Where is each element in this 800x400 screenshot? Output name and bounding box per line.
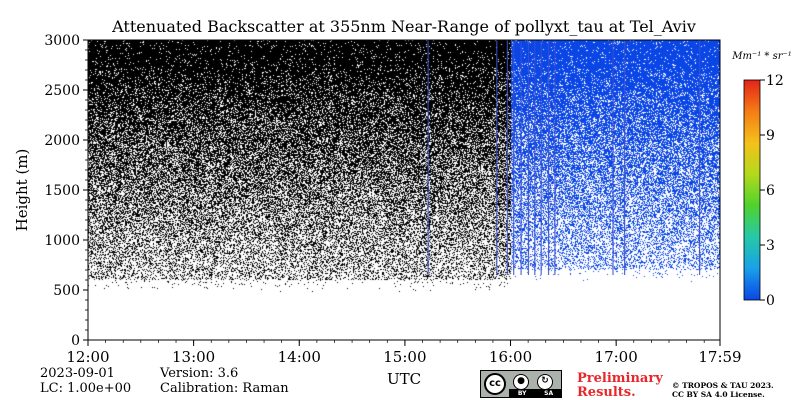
copyright-line1: © TROPOS & TAU 2023. (672, 381, 774, 390)
heatmap-image (88, 40, 720, 340)
sa-label: SA (544, 389, 554, 397)
y-tick-label: 500 (53, 283, 80, 299)
y-axis-label: Height (m) (13, 149, 31, 232)
cc-strip: BY SA (509, 389, 562, 397)
colorbar-tick-label: 12 (766, 73, 784, 89)
colorbar-tick-label: 6 (766, 183, 775, 199)
colorbar-tick-label: 3 (766, 238, 775, 254)
x-tick-label: 15:00 (383, 348, 426, 366)
by-label: BY (517, 389, 527, 397)
y-tick-label: 2500 (44, 83, 80, 99)
y-axis: 0 500 1000 1500 2000 2500 3000 (44, 33, 88, 349)
copyright-line2: CC BY SA 4.0 License. (672, 390, 765, 399)
chart-title: Attenuated Backscatter at 355nm Near-Ran… (111, 17, 696, 36)
x-tick-label: 13:00 (172, 348, 215, 366)
x-tick-label: 17:59 (698, 348, 741, 366)
footer-lc: LC: 1.00e+00 (40, 381, 131, 396)
y-tick-label: 2000 (44, 133, 80, 149)
x-tick-label: 16:00 (489, 348, 532, 366)
y-tick-label: 3000 (44, 33, 80, 49)
streak-layer (427, 40, 701, 275)
x-axis: 12:00 13:00 14:00 15:00 16:00 17:00 17:59 (66, 340, 742, 366)
colorbar-tick-label: 9 (766, 128, 775, 144)
x-tick-label: 14:00 (278, 348, 321, 366)
x-axis-label: UTC (387, 370, 421, 388)
preliminary-line1: Preliminary (577, 371, 663, 386)
x-tick-label: 12:00 (66, 348, 109, 366)
cc-license-badge[interactable]: cc ● ↻ BY SA (480, 370, 562, 398)
colorbar-unit: Mm⁻¹ * sr⁻¹ (731, 51, 792, 62)
footer-date: 2023-09-01 (40, 366, 115, 381)
preliminary-line2: Results. (577, 385, 636, 400)
y-tick-label: 1000 (44, 233, 80, 249)
person-icon: ● (513, 374, 529, 390)
heatmap-layer (88, 40, 720, 340)
footer-calibration: Calibration: Raman (160, 381, 289, 396)
colorbar-tick-label: 0 (766, 293, 775, 309)
colorbar-gradient (743, 79, 761, 301)
y-tick-label: 0 (71, 333, 80, 349)
plot-area (87, 39, 721, 341)
x-tick-label: 17:00 (595, 348, 638, 366)
cc-icon: cc (484, 373, 506, 395)
y-tick-label: 1500 (44, 183, 80, 199)
colorbar-ticks: 0 3 6 9 12 (760, 73, 784, 309)
colorbar: Mm⁻¹ * sr⁻¹ 0 3 6 9 12 (731, 51, 792, 309)
footer-version: Version: 3.6 (159, 366, 238, 381)
share-alike-icon: ↻ (537, 374, 553, 390)
